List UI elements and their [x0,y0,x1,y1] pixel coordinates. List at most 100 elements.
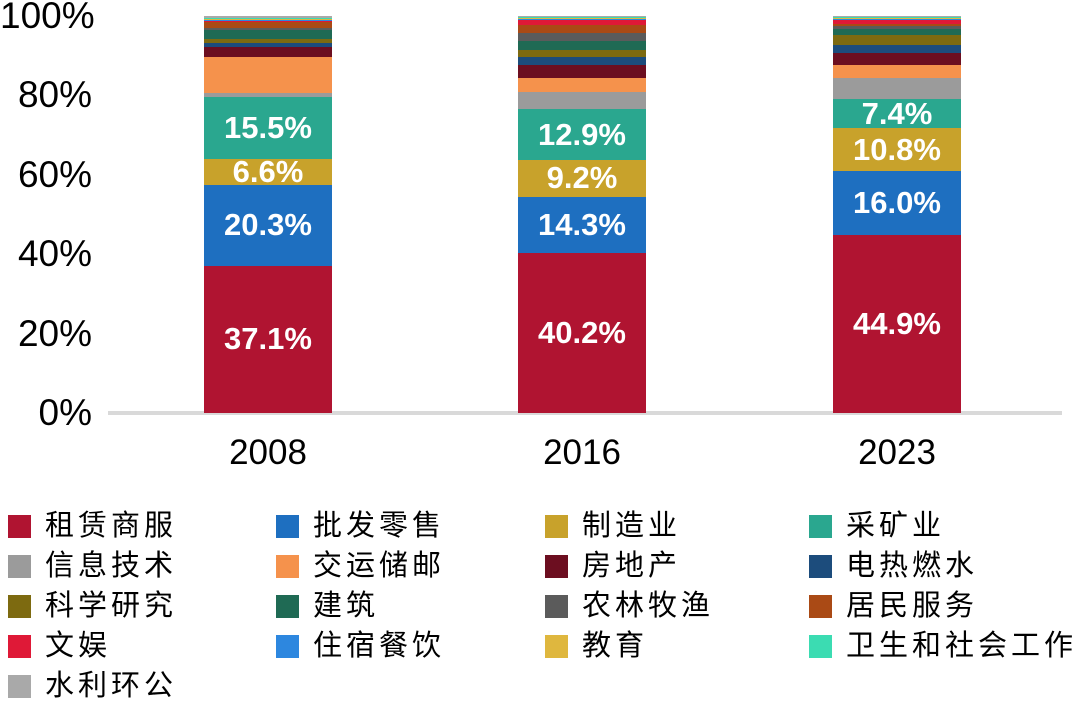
x-axis-tick-label: 2008 [229,433,307,472]
x-axis-tick-label: 2023 [858,433,936,472]
bar-segment: 6.6% [204,153,332,189]
legend-label: 采矿业 [846,509,946,542]
legend-swatch-icon [276,554,299,578]
bar-segment [833,77,961,99]
y-axis-tick-label: 40% [17,233,92,275]
bar-segment [833,16,961,18]
legend-item: 科学研究 [8,586,276,626]
bar-segment [518,25,646,34]
bar-segment: 20.3% [204,185,332,266]
segment-label: 20.3% [224,207,312,243]
bar-segment [204,19,332,21]
legend-item: 居民服务 [809,586,1080,626]
legend-swatch-icon [276,514,299,538]
segment-label: 14.3% [538,206,626,242]
legend-item: 交运储邮 [276,546,545,586]
bar-segment [833,45,961,54]
bar-segment: 14.3% [518,196,646,254]
legend-swatch-icon [809,594,832,618]
bar-segment: 7.4% [833,95,961,131]
segment-label: 9.2% [546,160,618,196]
bar-segment: 10.8% [833,128,961,172]
segment-label: 6.6% [232,153,304,189]
bar-segment [833,53,961,65]
legend-item: 采矿业 [809,506,1080,546]
bar-segment: 12.9% [518,108,646,161]
bar-segment [518,16,646,17]
legend-swatch-icon [545,594,568,618]
bar-segment [518,17,646,19]
legend-item: 房地产 [545,546,809,586]
y-axis-tick-label: 60% [17,153,92,195]
bar-segment [204,46,332,58]
legend-label: 居民服务 [846,589,979,622]
segment-label: 12.9% [538,116,626,152]
bar-segment [518,77,646,92]
legend-swatch-icon [545,514,568,538]
bar-segment [518,16,646,18]
legend-item: 租赁商服 [8,506,276,546]
chart-legend: 租赁商服 批发零售 制造业 采矿业信息技术 交运储邮 房地产 电热燃水科学研究 建筑 农林牧渔 居… [8,506,1080,706]
segment-label: 10.8% [853,131,941,167]
segment-label: 7.4% [861,95,933,131]
bar-segment [204,20,332,22]
legend-label: 房地产 [582,549,682,582]
bar-segment [518,56,646,65]
legend-swatch-icon [545,634,568,658]
segment-label: 16.0% [853,184,941,220]
plot-area: 100% 80% 60% 40% 20% 0% 37.1% 20.3% 6.6% 15.5% 200… [0,0,1062,472]
x-axis-line [108,411,1062,415]
legend-item: 教育 [545,626,809,666]
bar-segment [833,17,961,19]
bar-segment [833,35,961,45]
legend-label: 电热燃水 [846,549,979,582]
legend-swatch-icon [8,674,31,698]
bar-segment [204,21,332,28]
segment-label: 40.2% [538,315,626,351]
legend-swatch-icon [276,634,299,658]
bar-segment [518,91,646,109]
legend-item: 住宿餐饮 [276,626,545,666]
bar-segment [204,93,332,98]
bar-segment [204,42,332,47]
bar-segment: 40.2% [518,253,646,413]
legend-swatch-icon [809,554,832,578]
y-axis-tick-label: 100% [0,0,95,36]
bar-segment [833,19,961,21]
legend-item: 建筑 [276,586,545,626]
legend-label: 信息技术 [45,549,178,582]
bar-segment [204,27,332,30]
legend-item: 制造业 [545,506,809,546]
y-axis-tick-label: 20% [17,312,92,354]
legend-swatch-icon [809,514,832,538]
bar-segment [204,18,332,19]
segment-label: 37.1% [224,321,312,357]
y-axis-tick-label: 80% [17,74,92,116]
bar-segment: 9.2% [518,160,646,197]
bar-segment [204,57,332,94]
legend-item: 批发零售 [276,506,545,546]
legend-swatch-icon [276,594,299,618]
bar-segment [833,64,961,78]
legend-label: 批发零售 [313,509,446,542]
legend-item: 卫生和社会工作 [809,626,1080,666]
legend-label: 科学研究 [45,589,178,622]
legend-item: 农林牧渔 [545,586,809,626]
legend-label: 水利环公 [45,669,178,702]
legend-swatch-icon [809,634,832,658]
legend-item: 电热燃水 [809,546,1080,586]
legend-label: 农林牧渔 [582,589,715,622]
bar-segment [518,33,646,41]
bar-segment [833,18,961,20]
bar-segment [204,29,332,39]
legend-label: 租赁商服 [45,509,178,542]
legend-swatch-icon [8,634,31,658]
legend-label: 住宿餐饮 [313,629,446,662]
bar-segment: 44.9% [833,234,961,413]
bar-segment: 15.5% [204,97,332,159]
legend-item: 信息技术 [8,546,276,586]
legend-item: 文娱 [8,626,276,666]
legend-swatch-icon [8,514,31,538]
bar-segment [204,16,332,18]
